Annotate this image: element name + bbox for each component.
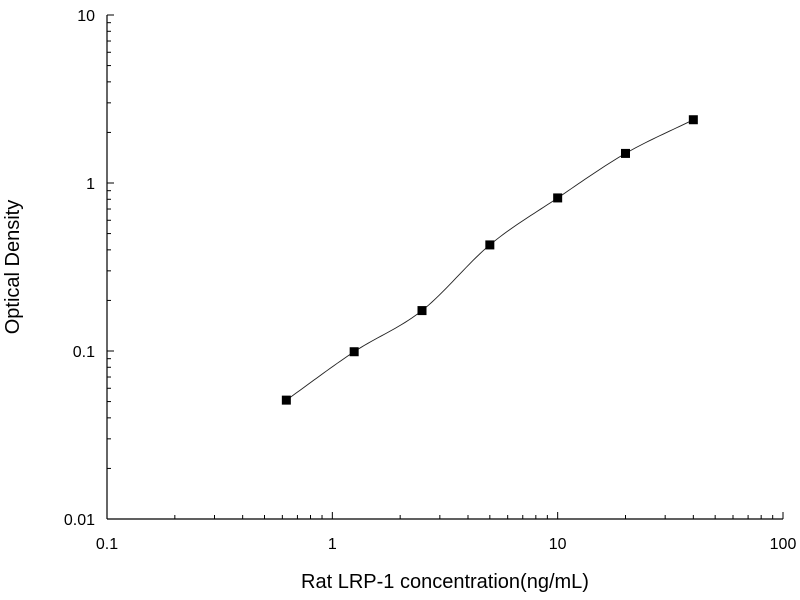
data-points [281,115,698,405]
ticks [106,14,784,520]
axes [106,15,783,520]
x-axis-title: Rat LRP-1 concentration(ng/mL) [301,571,589,593]
y-tick-label: 1 [86,176,95,193]
data-point [485,240,495,250]
data-point [620,148,630,158]
x-tick-label: 10 [549,536,567,553]
data-point [553,193,563,203]
data-point [281,395,291,405]
data-point [349,347,359,357]
y-axis-title: Optical Density [2,200,24,335]
y-tick-label: 0.01 [64,512,95,529]
x-tick-label: 0.1 [96,536,118,553]
data-point [417,306,427,316]
data-point [688,115,698,125]
x-tick-label: 1 [328,536,337,553]
y-tick-label: 0.1 [73,344,95,361]
x-tick-label: 100 [770,536,797,553]
y-tick-label: 10 [77,8,95,25]
fit-curve [286,119,694,401]
